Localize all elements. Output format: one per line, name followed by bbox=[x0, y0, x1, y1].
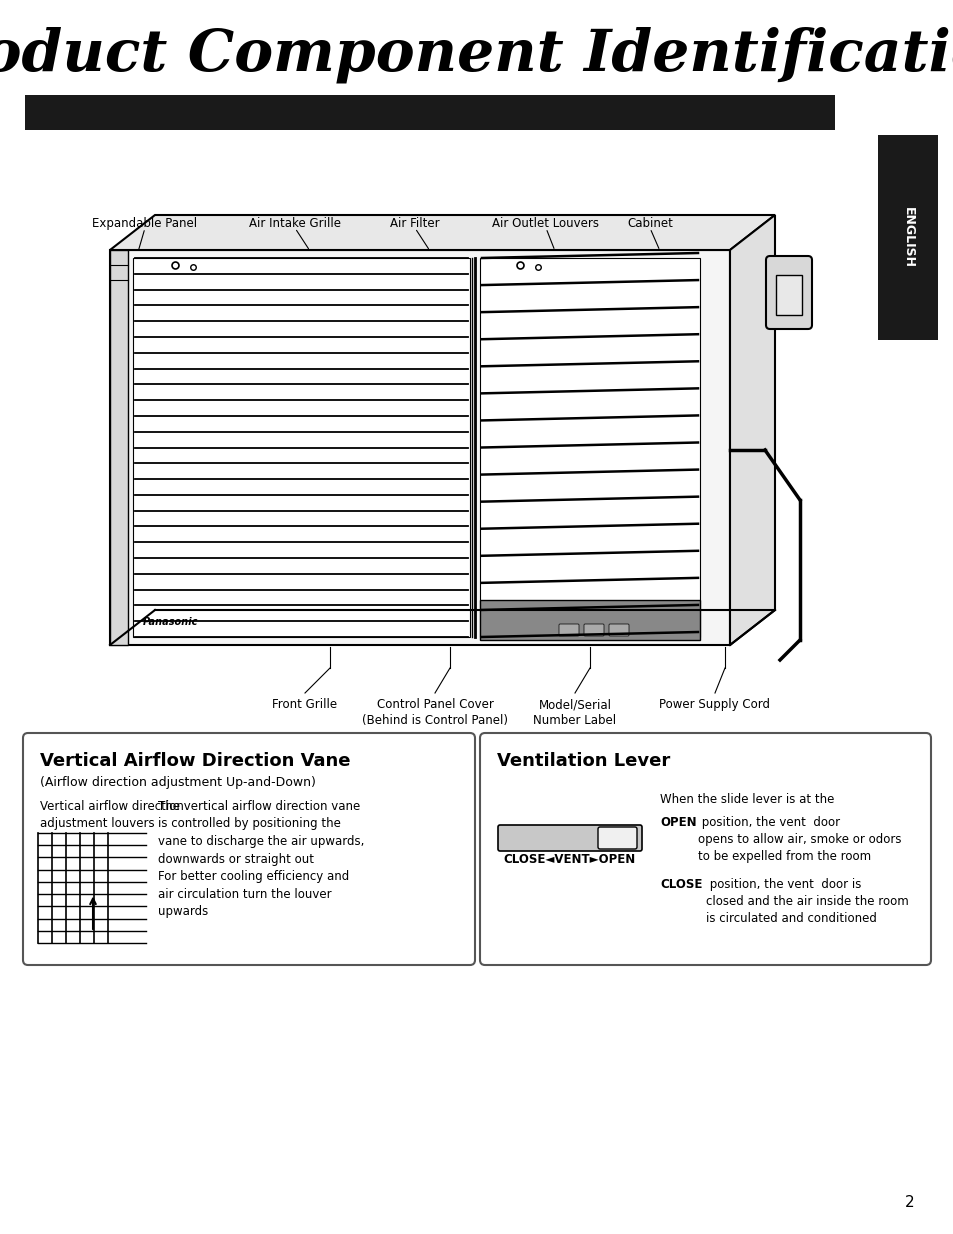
Text: Panasonic: Panasonic bbox=[143, 617, 198, 627]
FancyBboxPatch shape bbox=[23, 733, 475, 965]
Text: Control Panel Cover
(Behind is Control Panel): Control Panel Cover (Behind is Control P… bbox=[361, 698, 507, 727]
Bar bbox=[479, 258, 700, 637]
Text: Power Supply Cord: Power Supply Cord bbox=[659, 698, 770, 711]
Bar bbox=[132, 258, 470, 637]
Text: position, the vent  door is
closed and the air inside the room
is circulated and: position, the vent door is closed and th… bbox=[705, 879, 908, 926]
Text: Vertical airflow direction
adjustment louvers: Vertical airflow direction adjustment lo… bbox=[40, 800, 184, 830]
FancyBboxPatch shape bbox=[765, 255, 811, 329]
Text: The vertical airflow direction vane
is controlled by positioning the
vane to dis: The vertical airflow direction vane is c… bbox=[158, 800, 364, 918]
Text: OPEN: OPEN bbox=[659, 816, 696, 829]
Text: 2: 2 bbox=[904, 1195, 914, 1211]
Bar bbox=[110, 251, 128, 645]
Polygon shape bbox=[110, 215, 774, 251]
Text: When the slide lever is at the: When the slide lever is at the bbox=[659, 793, 834, 806]
Text: Vertical Airflow Direction Vane: Vertical Airflow Direction Vane bbox=[40, 752, 350, 770]
Text: CLOSE: CLOSE bbox=[659, 879, 701, 891]
FancyBboxPatch shape bbox=[608, 624, 628, 636]
Text: Model/Serial
Number Label: Model/Serial Number Label bbox=[533, 698, 616, 727]
Text: Air Intake Grille: Air Intake Grille bbox=[249, 217, 340, 230]
Bar bbox=[877, 135, 937, 341]
Polygon shape bbox=[729, 215, 774, 645]
Text: CLOSE◄VENT►OPEN: CLOSE◄VENT►OPEN bbox=[503, 853, 636, 866]
Text: Ventilation Lever: Ventilation Lever bbox=[497, 752, 670, 770]
Text: Air Outlet Louvers: Air Outlet Louvers bbox=[492, 217, 598, 230]
Text: Cabinet: Cabinet bbox=[626, 217, 672, 230]
Text: ENGLISH: ENGLISH bbox=[901, 206, 914, 268]
Text: (Airflow direction adjustment Up-and-Down): (Airflow direction adjustment Up-and-Dow… bbox=[40, 776, 315, 789]
FancyBboxPatch shape bbox=[558, 624, 578, 636]
Text: position, the vent  door
opens to allow air, smoke or odors
to be expelled from : position, the vent door opens to allow a… bbox=[698, 816, 901, 863]
Bar bbox=[775, 275, 801, 315]
Bar bbox=[110, 251, 729, 645]
FancyBboxPatch shape bbox=[479, 733, 930, 965]
Text: Air Filter: Air Filter bbox=[390, 217, 439, 230]
FancyBboxPatch shape bbox=[583, 624, 603, 636]
Text: Expandable Panel: Expandable Panel bbox=[92, 217, 197, 230]
FancyBboxPatch shape bbox=[598, 827, 637, 849]
Text: Front Grille: Front Grille bbox=[273, 698, 337, 711]
Text: Product Component Identification: Product Component Identification bbox=[0, 27, 953, 83]
Bar bbox=[479, 600, 700, 640]
FancyBboxPatch shape bbox=[497, 826, 641, 851]
Bar bbox=[25, 95, 834, 130]
